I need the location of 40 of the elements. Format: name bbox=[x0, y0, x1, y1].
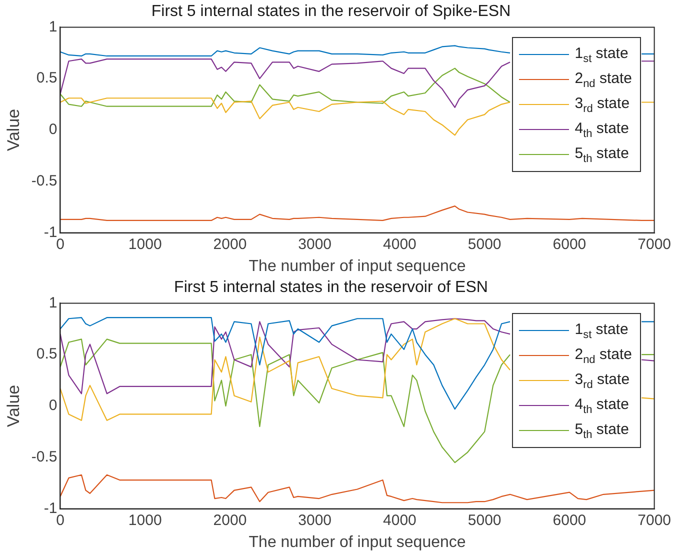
x-axis-title: The number of input sequence bbox=[248, 258, 466, 275]
series-label: 1$_{st}$ state bbox=[574, 44, 628, 64]
x-tick-label: 3000 bbox=[298, 512, 332, 529]
legend-label: 3$_{rd}$ state bbox=[574, 370, 630, 390]
x-tick-label: 6000 bbox=[552, 236, 586, 253]
legend-label: 2$_{nd}$ state bbox=[574, 70, 632, 90]
y-tick-label: 1 bbox=[48, 294, 58, 312]
x-tick-label: 7000 bbox=[638, 236, 672, 253]
y-tick-label: 0 bbox=[48, 397, 58, 414]
x-tick-label: 1000 bbox=[128, 236, 162, 253]
y-tick-label: -0.5 bbox=[31, 172, 58, 190]
x-tick-label: 2000 bbox=[213, 236, 247, 253]
x-tick-label: 1000 bbox=[128, 512, 162, 529]
y-axis-title: Value bbox=[4, 384, 23, 428]
legend-label: 4$_{th}$ state bbox=[574, 396, 629, 416]
y-tick-label: -1 bbox=[44, 500, 58, 517]
y-tick-label: 1 bbox=[48, 18, 58, 36]
chart-title: First 5 internal states in the reservoir of ESN bbox=[174, 279, 488, 296]
y-tick-label: 0 bbox=[48, 121, 58, 138]
y-axis-title: Value bbox=[4, 108, 23, 152]
x-tick-label: 2000 bbox=[213, 512, 247, 529]
legend-label: 5$_{th}$ state bbox=[574, 420, 629, 440]
y-tick-label: -1 bbox=[44, 224, 58, 241]
legend-label: 2$_{nd}$ state bbox=[574, 346, 632, 366]
x-tick-label: 5000 bbox=[468, 512, 502, 529]
series-label: 3$_{rd}$ state bbox=[574, 94, 630, 114]
x-tick-label: 3000 bbox=[298, 236, 332, 253]
x-tick-label: 4000 bbox=[383, 236, 416, 253]
x-axis-title: The number of input sequence bbox=[248, 534, 466, 551]
x-tick-label: 5000 bbox=[468, 236, 502, 253]
legend-label: 4$_{th}$ state bbox=[574, 120, 629, 140]
x-tick-label: 4000 bbox=[383, 512, 416, 529]
x-tick-label: 6000 bbox=[552, 512, 586, 529]
y-tick-label: -0.5 bbox=[31, 448, 58, 466]
x-tick-label: 7000 bbox=[638, 512, 672, 529]
legend-label: 1$_{st}$ state bbox=[574, 320, 628, 340]
chart-title: First 5 internal states in the reservoir of Spike-ESN bbox=[151, 3, 511, 20]
legend-label: 5$_{th}$ state bbox=[574, 144, 629, 164]
y-tick-label: 0.5 bbox=[36, 346, 58, 363]
y-tick-label: 0.5 bbox=[36, 70, 58, 87]
